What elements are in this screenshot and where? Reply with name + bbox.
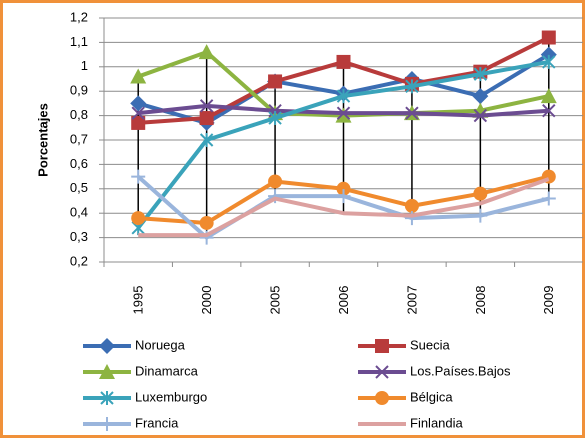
y-tick-label: 0,6 — [70, 156, 88, 171]
marker — [405, 79, 419, 94]
marker — [541, 30, 556, 45]
x-tick-label: 2009 — [541, 286, 556, 315]
marker — [473, 186, 488, 201]
marker — [541, 191, 556, 206]
marker — [130, 68, 147, 84]
x-tick-label: 2006 — [336, 286, 351, 315]
marker — [199, 111, 214, 126]
marker — [542, 54, 556, 69]
marker — [336, 181, 351, 196]
legend-label: Los.Países.Bajos — [410, 363, 511, 378]
y-tick-label: 0,2 — [70, 253, 88, 268]
marker — [99, 364, 115, 379]
legend-label: Francia — [135, 415, 179, 430]
marker — [473, 108, 488, 123]
series-line — [138, 177, 550, 238]
y-tick-label: 1,2 — [70, 9, 88, 24]
marker — [199, 133, 214, 147]
marker — [404, 211, 419, 226]
marker — [199, 215, 214, 230]
y-tick-label: 0,4 — [70, 205, 88, 220]
marker — [375, 391, 389, 405]
marker — [542, 104, 556, 118]
y-tick-label: 0,8 — [70, 107, 88, 122]
x-tick-label: 2008 — [473, 286, 488, 315]
legend-label: Luxemburgo — [135, 389, 207, 404]
marker — [268, 74, 283, 89]
y-tick-label: 1 — [81, 58, 88, 73]
legend-label: Dinamarca — [135, 363, 199, 378]
y-tick-label: 0,7 — [70, 131, 88, 146]
legend-label: Suecia — [410, 337, 451, 352]
marker — [268, 111, 282, 126]
marker — [336, 54, 351, 69]
marker — [199, 99, 214, 113]
legend-label: Bélgica — [410, 389, 453, 404]
marker — [336, 106, 351, 120]
marker — [336, 89, 351, 104]
marker — [473, 67, 488, 82]
y-tick-label: 0,5 — [70, 180, 88, 195]
marker — [375, 339, 389, 353]
legend-label: Noruega — [135, 337, 186, 352]
marker — [268, 174, 283, 189]
x-tick-label: 2000 — [199, 286, 214, 315]
x-tick-label: 2005 — [268, 286, 283, 315]
marker — [472, 88, 489, 105]
marker — [131, 169, 146, 184]
marker — [99, 338, 115, 354]
marker — [473, 208, 488, 223]
x-tick-label: 1995 — [131, 286, 146, 315]
legend-label: Finlandia — [410, 415, 464, 430]
y-tick-label: 0,9 — [70, 83, 88, 98]
marker — [131, 106, 145, 120]
y-axis-label: Porcentajes — [35, 103, 50, 177]
marker — [130, 95, 147, 112]
marker — [540, 88, 557, 104]
y-tick-label: 1,1 — [70, 34, 88, 49]
y-tick-label: 0,3 — [70, 229, 88, 244]
marker — [336, 189, 351, 204]
marker — [100, 391, 114, 405]
marker — [405, 106, 419, 120]
marker — [404, 198, 419, 213]
x-tick-label: 2007 — [404, 286, 419, 315]
marker — [375, 365, 389, 379]
marker — [100, 417, 114, 431]
marker — [198, 44, 215, 60]
marker — [131, 211, 146, 226]
marker — [131, 115, 146, 130]
